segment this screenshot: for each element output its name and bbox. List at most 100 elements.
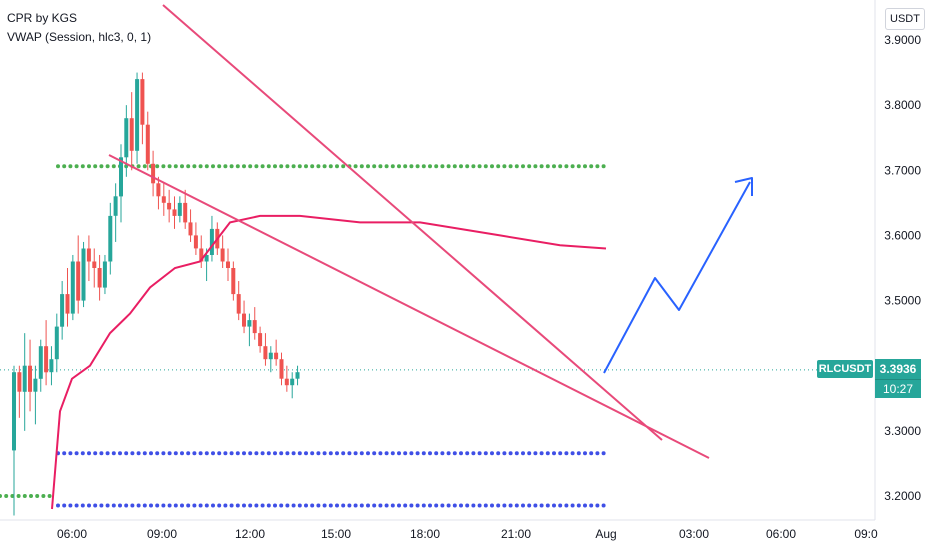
cpr-top-dot: [155, 164, 160, 169]
time-tick-label: 09:00: [147, 527, 177, 541]
cpr-bottom-dot: [223, 451, 228, 456]
cpr-prev-dot: [47, 494, 52, 498]
cpr-bottom-dot: [80, 451, 85, 456]
cpr-top-dot: [601, 164, 606, 169]
cpr-top-dot: [508, 164, 513, 169]
indicator-vwap-label[interactable]: VWAP (Session, hlc3, 0, 1): [7, 30, 152, 44]
cpr-bottom-dot: [93, 503, 98, 508]
upper-trendline[interactable]: [162, 4, 663, 441]
indicator-legend: CPR by KGS VWAP (Session, hlc3, 0, 1): [7, 9, 151, 47]
cpr-bottom-dot: [304, 503, 308, 508]
candle-body: [172, 209, 177, 216]
cpr-bottom-dot: [204, 451, 209, 456]
cpr-top-dot: [279, 164, 284, 169]
cpr-top-dot: [397, 164, 401, 169]
candle-body: [193, 235, 198, 249]
cpr-bottom-dot: [521, 503, 525, 508]
cpr-bottom-dot: [446, 451, 451, 456]
candle-body: [236, 294, 241, 314]
cpr-bottom-dot: [397, 503, 401, 508]
cpr-bottom-dot: [136, 451, 141, 456]
cpr-bottom-dot: [390, 451, 395, 456]
candle-body: [76, 261, 81, 301]
cpr-bottom-dot: [558, 503, 563, 508]
cpr-bottom-dot: [118, 503, 122, 508]
cpr-bottom-dot: [508, 451, 513, 456]
cpr-bottom-dot: [254, 503, 259, 508]
cpr-bottom-dot: [459, 451, 463, 456]
cpr-top-dot: [359, 164, 364, 169]
cpr-bottom-dot: [87, 451, 91, 456]
time-tick-label: 09:0: [854, 527, 878, 541]
cpr-bottom-dot: [384, 451, 389, 456]
cpr-bottom-dot: [285, 451, 290, 456]
cpr-bottom-dot: [167, 503, 172, 508]
cpr-bottom-dot: [149, 503, 153, 508]
cpr-bottom-dot: [93, 451, 98, 456]
candle-body: [167, 202, 172, 210]
cpr-top-dot: [198, 164, 203, 169]
cpr-bottom-dot: [173, 451, 178, 456]
cpr-bottom-dot: [421, 451, 426, 456]
cpr-top-dot: [161, 164, 166, 169]
cpr-top-dot: [384, 164, 389, 169]
cpr-bottom-dot: [229, 451, 234, 456]
cpr-bottom-dot: [111, 451, 116, 456]
vwap-line: [51, 214, 607, 510]
cpr-bottom-dot: [366, 503, 370, 508]
cpr-top-dot: [446, 164, 451, 169]
cpr-bottom-dot: [446, 503, 451, 508]
cpr-bottom-dot: [322, 451, 327, 456]
cpr-bottom-dot: [260, 503, 265, 508]
cpr-top-dot: [372, 164, 377, 169]
last-price-tag: RLCUSDT 3.3936 10:27: [817, 359, 921, 399]
candle-body: [209, 228, 214, 255]
candle-body: [183, 202, 188, 223]
cpr-top-dot: [186, 164, 191, 169]
cpr-top-dot: [80, 164, 85, 169]
cpr-bottom-dot: [583, 451, 587, 456]
last-price-value: 3.3936: [875, 359, 921, 379]
cpr-top-dot: [167, 164, 172, 169]
cpr-bottom-dot: [397, 451, 401, 456]
cpr-bottom-dot: [440, 451, 445, 456]
candle-body: [17, 372, 22, 392]
cpr-bottom-dot: [204, 503, 209, 508]
cpr-bottom-dot: [570, 503, 575, 508]
currency-unit-button[interactable]: USDT: [885, 8, 925, 30]
candle-body: [188, 222, 193, 236]
candle-body: [226, 261, 230, 268]
cpr-bottom-dot: [266, 451, 271, 456]
cpr-prev-dot: [10, 494, 15, 498]
cpr-bottom-dot: [74, 451, 79, 456]
cpr-top-dot: [477, 164, 482, 169]
cpr-bottom-dot: [570, 451, 575, 456]
cpr-bottom-dot: [452, 451, 457, 456]
cpr-top-dot: [390, 164, 395, 169]
cpr-bottom-dot: [564, 451, 569, 456]
projection-path[interactable]: [603, 181, 751, 374]
candle-body: [49, 359, 54, 373]
lower-trendline[interactable]: [108, 154, 710, 459]
cpr-top-dot: [105, 164, 110, 169]
cpr-top-dot: [595, 164, 600, 169]
cpr-bottom-dot: [601, 503, 606, 508]
bar-countdown: 10:27: [875, 379, 921, 398]
candle-body: [119, 157, 123, 197]
cpr-bottom-dot: [545, 451, 550, 456]
cpr-bottom-dot: [384, 503, 389, 508]
cpr-bottom-dot: [595, 451, 600, 456]
cpr-bottom-dot: [235, 503, 240, 508]
candle-body: [38, 346, 43, 379]
cpr-top-dot: [242, 164, 246, 169]
cpr-bottom-dot: [347, 503, 352, 508]
cpr-bottom-dot: [440, 503, 445, 508]
cpr-bottom-dot: [428, 451, 432, 456]
cpr-top-dot: [99, 164, 104, 169]
symbol-label: RLCUSDT: [817, 360, 873, 378]
indicator-cpr-label[interactable]: CPR by KGS: [7, 11, 78, 25]
cpr-top-dot: [583, 164, 587, 169]
cpr-top-dot: [235, 164, 240, 169]
cpr-bottom-dot: [353, 451, 358, 456]
